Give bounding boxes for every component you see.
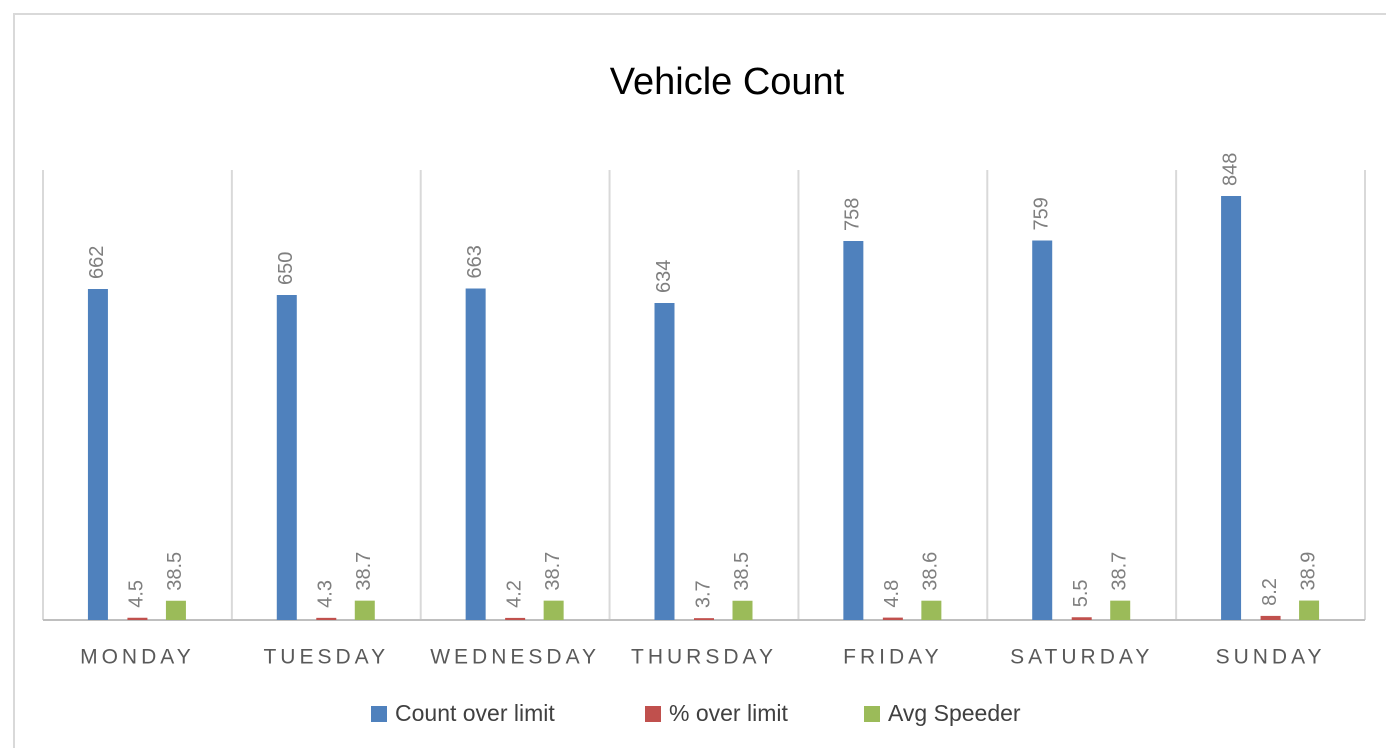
data-label: 4.3 xyxy=(315,580,337,608)
bar xyxy=(465,288,486,620)
bar xyxy=(127,617,148,620)
bar xyxy=(654,303,675,620)
data-label: 38.7 xyxy=(353,552,375,591)
data-label: 38.5 xyxy=(731,552,753,591)
data-label: 4.2 xyxy=(503,580,525,608)
data-label: 759 xyxy=(1030,197,1052,230)
bar xyxy=(1032,240,1053,620)
data-label: 650 xyxy=(275,252,297,285)
x-tick-label: MONDAY xyxy=(80,646,195,669)
bar xyxy=(1221,196,1242,620)
x-tick-label: SATURDAY xyxy=(1010,646,1153,669)
data-label: 3.7 xyxy=(692,580,714,608)
bar xyxy=(165,600,186,620)
data-label: 848 xyxy=(1219,153,1241,186)
legend-label: Count over limit xyxy=(395,700,555,726)
legend-label: Avg Speeder xyxy=(888,700,1021,726)
x-tick-label: SUNDAY xyxy=(1216,646,1326,669)
bar xyxy=(1110,600,1131,620)
bar xyxy=(1299,600,1320,620)
bar xyxy=(921,600,942,620)
bar xyxy=(843,241,864,620)
x-tick-label: FRIDAY xyxy=(843,646,942,669)
bar xyxy=(505,617,526,620)
x-tick-label: THURSDAY xyxy=(631,646,777,669)
bar xyxy=(1260,615,1281,620)
x-tick-label: WEDNESDAY xyxy=(430,646,600,669)
data-label: 38.5 xyxy=(164,552,186,591)
data-label: 758 xyxy=(842,198,864,231)
data-label: 38.9 xyxy=(1297,552,1319,591)
bar xyxy=(354,600,375,620)
x-tick-label: TUESDAY xyxy=(263,646,389,669)
bar xyxy=(543,600,564,620)
data-label: 8.2 xyxy=(1259,578,1281,606)
bar xyxy=(276,295,297,620)
data-label: 38.7 xyxy=(1108,552,1130,591)
bar xyxy=(1071,617,1092,620)
legend-swatch xyxy=(645,706,661,722)
bar xyxy=(732,600,753,620)
bar xyxy=(87,289,108,620)
bar xyxy=(882,617,903,620)
data-label: 634 xyxy=(653,260,675,293)
data-label: 663 xyxy=(464,245,486,278)
chart-border xyxy=(13,13,1386,748)
legend-label: % over limit xyxy=(669,700,788,726)
legend-swatch xyxy=(864,706,880,722)
chart-title: Vehicle Count xyxy=(610,61,845,103)
legend-swatch xyxy=(371,706,387,722)
data-label: 38.6 xyxy=(920,552,942,591)
data-label: 4.5 xyxy=(126,580,148,608)
data-label: 5.5 xyxy=(1070,579,1092,607)
data-label: 38.7 xyxy=(542,552,564,591)
bar xyxy=(316,617,337,620)
bar xyxy=(694,618,714,620)
data-label: 662 xyxy=(86,246,108,279)
data-label: 4.8 xyxy=(881,580,903,608)
